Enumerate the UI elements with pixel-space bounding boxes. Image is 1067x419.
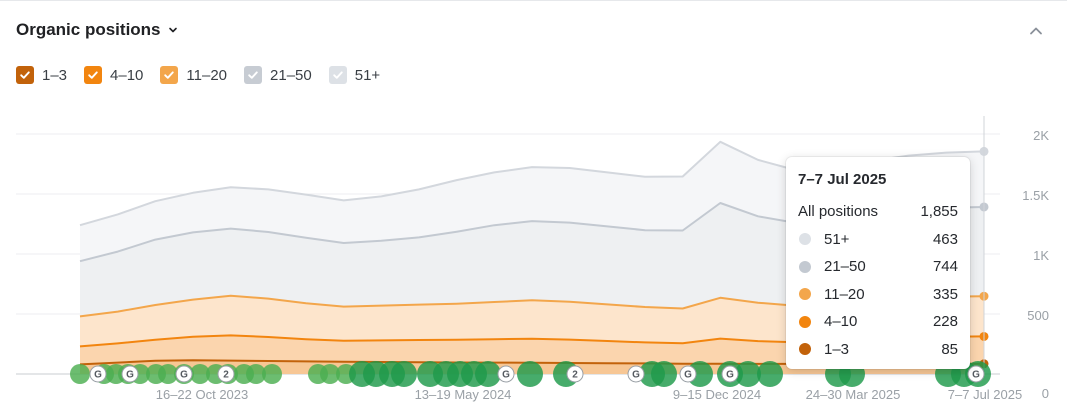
legend: 1–3 4–10 11–20 21–50 51+ [16,66,397,84]
area-11–20 [80,295,984,347]
event-marker [517,361,543,387]
x-tick-label: 9–15 Dec 2024 [673,387,761,402]
event-marker [70,364,90,384]
event-marker [320,364,340,384]
tooltip-series-value: 228 [932,313,958,331]
legend-item-4[interactable]: 51+ [328,66,381,84]
series-dot [799,260,811,273]
tooltip-row: 21–50 744 [798,253,958,281]
tooltip-total-row: All positions 1,855 [798,198,958,226]
organic-positions-chart: G G G 2 G 2 G G G G 0 500 1K 1.5K 2K 16–22 Oct 2023 13–1… [16,116,1049,402]
tooltip-series-value: 744 [932,258,958,276]
y-tick-label: 2K [1033,128,1049,143]
top-divider [0,0,1067,1]
series-dot [799,233,811,246]
event-marker-label: G [726,370,734,381]
tooltip-total-label: All positions [798,203,879,221]
event-marker-badge [967,365,985,383]
y-tick-label: 500 [1027,308,1049,323]
tooltip-series-label: 4–10 [824,313,858,331]
legend-item-3[interactable]: 21–50 [244,66,312,84]
tooltip-series-value: 335 [932,285,958,303]
event-marker-label: G [684,370,692,381]
legend-checkbox[interactable] [16,66,34,84]
area-21–50 [80,203,984,317]
legend-checkbox[interactable] [84,66,103,84]
event-marker-badge [627,365,645,383]
event-marker [651,361,677,387]
event-marker [158,364,178,384]
check-icon [332,71,343,79]
legend-item-0[interactable]: 1–3 [16,66,67,84]
legend-checkbox[interactable] [328,66,347,84]
legend-label: 51+ [354,66,381,84]
event-marker-label: G [180,370,188,381]
check-icon [88,71,98,79]
y-tick-label: 1.5K [1022,188,1049,203]
tooltip-series-label: 51+ [824,230,850,248]
area-51+ [80,141,984,262]
legend-checkbox[interactable] [244,66,263,84]
event-marker-badge [679,365,697,383]
tooltip-row: 4–10 228 [798,308,958,336]
tooltip-series-label: 21–50 [824,258,866,276]
event-marker [475,361,501,387]
legend-item-2[interactable]: 11–20 [160,66,227,84]
tooltip-series-label: 1–3 [824,340,850,358]
tooltip-row: 51+ 463 [798,226,958,254]
section-title: Organic positions [16,20,161,39]
event-marker [391,361,417,387]
tooltip-row: 1–3 85 [798,336,958,364]
chevron-up-icon[interactable] [1027,22,1045,40]
event-marker-badge [497,365,515,383]
event-marker-label: 2 [572,370,578,381]
event-marker-label: G [94,370,102,381]
legend-label: 4–10 [110,66,144,84]
event-marker-badge [89,365,107,383]
x-tick-label: 24–30 Mar 2025 [806,387,901,402]
event-marker-badge [721,365,739,383]
event-marker [190,364,210,384]
event-marker-badge [175,365,193,383]
event-marker-badge [566,365,584,383]
legend-checkbox[interactable] [160,66,179,84]
event-marker-label: G [502,370,510,381]
event-marker [735,361,761,387]
tooltip-series-value: 85 [941,340,958,358]
event-marker [687,361,713,387]
x-tick-label: 13–19 May 2024 [415,387,512,402]
event-marker [246,364,266,384]
section-header[interactable]: Organic positions [16,20,178,40]
event-marker-badge [121,365,139,383]
event-marker-label: G [972,370,980,381]
tooltip-series-value: 463 [932,230,958,248]
event-marker-badge [217,365,235,383]
y-tick-label: 1K [1033,248,1049,263]
series-dot [799,343,811,356]
tooltip-series-label: 11–20 [824,285,865,303]
event-marker [757,361,783,387]
y-tick-label: 0 [1042,386,1049,401]
event-marker-label: 2 [223,370,229,381]
check-icon [20,71,30,79]
area-4–10 [80,335,984,365]
chart-tooltip: 7–7 Jul 2025 All positions 1,855 51+ 463 2… [786,157,970,369]
check-icon [248,71,258,79]
legend-label: 11–20 [186,66,228,84]
event-marker [262,364,282,384]
chevron-down-icon [168,27,177,33]
legend-item-1[interactable]: 4–10 [84,66,143,84]
x-tick-label: 7–7 Jul 2025 [948,387,1022,402]
legend-label: 21–50 [270,66,312,84]
legend-label: 1–3 [42,66,68,84]
series-dot [799,288,811,301]
series-dot [799,315,811,328]
tooltip-row: 11–20 335 [798,281,958,309]
x-tick-label: 16–22 Oct 2023 [156,387,249,402]
tooltip-date: 7–7 Jul 2025 [798,171,887,188]
event-marker-label: G [632,370,640,381]
tooltip-total-value: 1,855 [920,203,958,221]
check-icon [164,71,175,79]
event-marker-label: G [126,370,134,381]
